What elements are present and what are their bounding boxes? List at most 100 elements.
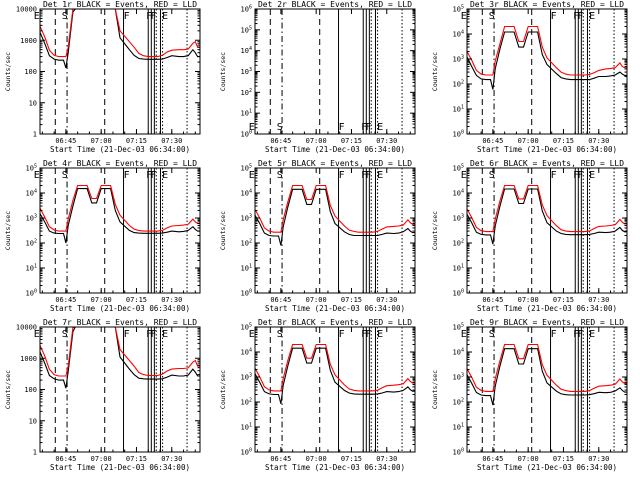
x-tick-label: 07:30 bbox=[161, 296, 182, 304]
x-axis-label: Start Time (21-Dec-03 06:34:00) bbox=[50, 463, 190, 472]
marker-label: E bbox=[249, 122, 255, 133]
y-axis-label: Counts/sec bbox=[431, 211, 439, 250]
x-axis-label: Start Time (21-Dec-03 06:34:00) bbox=[265, 304, 405, 313]
marker-label: E bbox=[377, 329, 383, 340]
x-tick-label: 07:30 bbox=[161, 137, 182, 145]
marker-label: F bbox=[124, 11, 130, 22]
y-tick-label: 101 bbox=[241, 109, 252, 118]
plot-frame bbox=[39, 326, 201, 453]
y-tick-label: 102 bbox=[453, 239, 464, 248]
y-axis-label: Counts/sec bbox=[219, 211, 227, 250]
panel-title: Det 2r BLACK = Events, RED = LLD bbox=[258, 0, 412, 9]
panel-title: Det 9r BLACK = Events, RED = LLD bbox=[470, 318, 624, 327]
plot-frame bbox=[466, 326, 628, 453]
x-tick-label: 07:30 bbox=[588, 137, 609, 145]
x-tick-label: 07:15 bbox=[553, 296, 574, 304]
y-tick-label: 100 bbox=[453, 448, 464, 457]
y-tick-label: 104 bbox=[453, 189, 464, 198]
x-tick-label: 07:15 bbox=[126, 296, 147, 304]
plot-frame bbox=[254, 167, 416, 294]
marker-label: F bbox=[361, 329, 367, 340]
y-tick-label: 10000 bbox=[16, 6, 37, 14]
marker-label: E bbox=[589, 329, 595, 340]
y-tick-label: 104 bbox=[453, 30, 464, 39]
marker-label: F bbox=[573, 170, 579, 181]
x-tick-label: 07:30 bbox=[376, 137, 397, 145]
x-axis-label: Start Time (21-Dec-03 06:34:00) bbox=[477, 304, 617, 313]
series-lld bbox=[467, 343, 627, 392]
marker-label: E bbox=[162, 11, 168, 22]
marker-label: F bbox=[551, 170, 557, 181]
y-tick-label: 105 bbox=[453, 5, 464, 14]
y-tick-label: 101 bbox=[453, 423, 464, 432]
plot-frame bbox=[466, 167, 628, 294]
panel-title: Det 3r BLACK = Events, RED = LLD bbox=[470, 0, 624, 9]
y-tick-label: 100 bbox=[241, 130, 252, 139]
marker-label: S bbox=[62, 11, 68, 22]
x-tick-label: 07:00 bbox=[518, 455, 539, 463]
series-events bbox=[255, 347, 415, 404]
y-tick-label: 106 bbox=[241, 5, 252, 14]
x-tick-label: 06:45 bbox=[270, 137, 291, 145]
panel-title: Det 4r BLACK = Events, RED = LLD bbox=[43, 159, 197, 168]
marker-label: E bbox=[461, 11, 467, 22]
y-tick-label: 104 bbox=[241, 348, 252, 357]
marker-label: F bbox=[573, 11, 579, 22]
marker-label: E bbox=[249, 170, 255, 181]
marker-label: S bbox=[277, 170, 283, 181]
marker-label: F bbox=[339, 170, 345, 181]
y-tick-label: 100 bbox=[24, 386, 37, 394]
y-tick-label: 105 bbox=[26, 164, 37, 173]
marker-label: E bbox=[589, 11, 595, 22]
y-tick-label: 102 bbox=[26, 239, 37, 248]
y-tick-label: 100 bbox=[24, 68, 37, 76]
x-axis-label: Start Time (21-Dec-03 06:34:00) bbox=[477, 463, 617, 472]
y-tick-label: 103 bbox=[241, 214, 252, 223]
y-tick-label: 104 bbox=[241, 189, 252, 198]
y-tick-label: 1 bbox=[33, 449, 37, 457]
x-axis-label: Start Time (21-Dec-03 06:34:00) bbox=[477, 145, 617, 154]
y-tick-label: 10000 bbox=[16, 324, 37, 332]
y-tick-label: 103 bbox=[241, 67, 252, 76]
x-tick-label: 07:30 bbox=[376, 455, 397, 463]
marker-label: F bbox=[150, 170, 156, 181]
marker-label: F bbox=[124, 170, 130, 181]
y-axis-label: Counts/sec bbox=[431, 52, 439, 91]
marker-label: F bbox=[577, 329, 583, 340]
series-events bbox=[40, 327, 200, 389]
series-events bbox=[467, 31, 627, 90]
marker-label: S bbox=[62, 329, 68, 340]
y-tick-label: 1000 bbox=[20, 37, 37, 45]
y-tick-label: 100 bbox=[453, 289, 464, 298]
series-events bbox=[467, 348, 627, 406]
marker-label: F bbox=[150, 329, 156, 340]
marker-label: S bbox=[62, 170, 68, 181]
y-tick-label: 100 bbox=[26, 289, 37, 298]
y-tick-label: 1000 bbox=[20, 355, 37, 363]
series-lld bbox=[255, 184, 415, 233]
y-tick-label: 104 bbox=[26, 189, 37, 198]
x-tick-label: 07:30 bbox=[376, 296, 397, 304]
marker-label: E bbox=[162, 170, 168, 181]
y-tick-label: 101 bbox=[453, 264, 464, 273]
marker-label: F bbox=[124, 329, 130, 340]
y-tick-label: 102 bbox=[453, 80, 464, 89]
series-events bbox=[40, 188, 200, 244]
marker-label: F bbox=[339, 122, 345, 133]
y-tick-label: 104 bbox=[453, 348, 464, 357]
y-tick-label: 100 bbox=[241, 289, 252, 298]
y-tick-label: 102 bbox=[241, 398, 252, 407]
series-lld bbox=[255, 343, 415, 392]
y-tick-label: 102 bbox=[453, 398, 464, 407]
marker-label: E bbox=[34, 329, 40, 340]
x-tick-label: 07:15 bbox=[553, 455, 574, 463]
marker-label: E bbox=[162, 329, 168, 340]
marker-label: E bbox=[34, 11, 40, 22]
y-axis-label: Counts/sec bbox=[431, 370, 439, 409]
y-tick-label: 103 bbox=[453, 373, 464, 382]
